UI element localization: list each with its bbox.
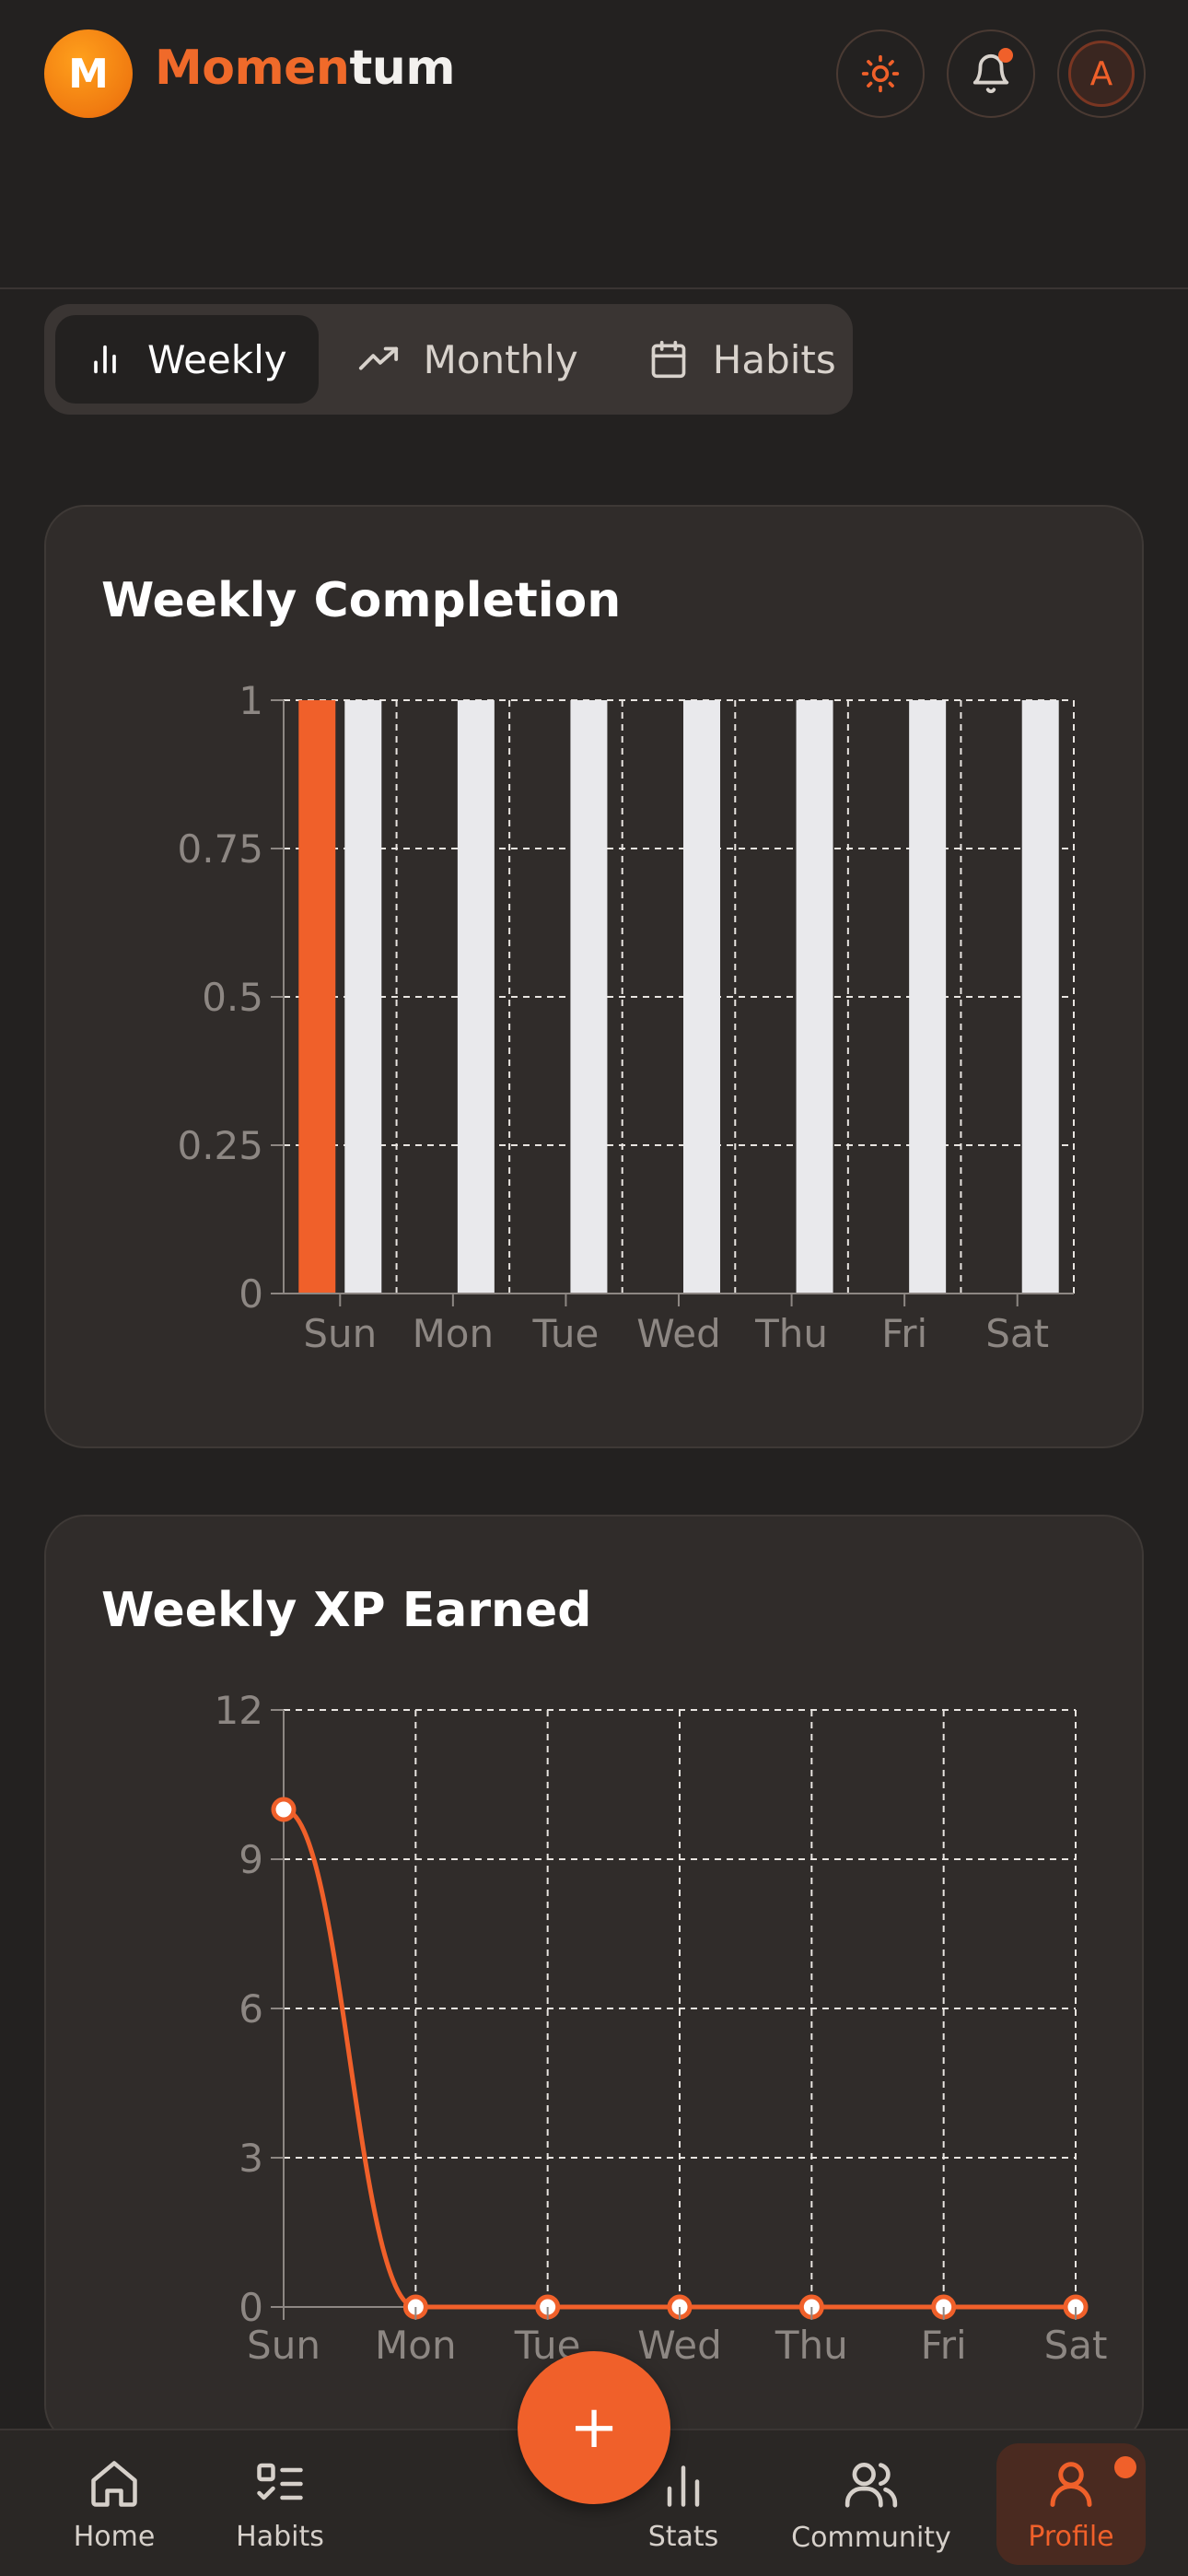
x-tick-label: Sat [1044, 2323, 1108, 2368]
y-tick-label: 12 [215, 1688, 263, 1733]
y-tick-label: 6 [239, 1986, 263, 2032]
y-tick-label: 1 [239, 678, 263, 723]
chart-title: Weekly XP Earned [101, 1583, 592, 1638]
theme-toggle-button[interactable] [836, 29, 925, 118]
xp-line [283, 1807, 1076, 2310]
bar-sat [1021, 700, 1059, 1294]
bar-tue [570, 700, 608, 1294]
profile-notification-dot [1114, 2456, 1136, 2478]
x-tick-label: Sun [303, 1311, 377, 1356]
nav-community-label: Community [791, 2521, 951, 2554]
bar-fri [909, 700, 947, 1294]
home-icon [91, 2460, 137, 2507]
y-tick-label: 0 [239, 2285, 263, 2330]
nav-stats-label: Stats [647, 2520, 719, 2553]
chart-title: Weekly Completion [101, 573, 622, 628]
x-tick-label: Fri [881, 1311, 927, 1356]
sun-icon [861, 54, 900, 93]
view-tabs: Weekly Monthly Habits [44, 304, 853, 415]
y-tick-label: 0.5 [202, 975, 263, 1020]
users-icon [844, 2462, 898, 2508]
logo[interactable]: M [44, 29, 133, 118]
x-tick-label: Tue [532, 1311, 600, 1356]
weekly-completion-chart: 0 0.25 0.5 0.75 1 Sun Mon Tue Wed Thu Fri Sat [177, 678, 1075, 1356]
add-habit-button[interactable]: + [518, 2351, 670, 2504]
habits-list-icon [257, 2463, 303, 2500]
y-tick-label: 3 [239, 2136, 263, 2181]
notification-dot [998, 48, 1013, 63]
user-icon [1050, 2461, 1092, 2507]
nav-habits-label: Habits [236, 2520, 324, 2553]
brand-name-part2: tum [349, 41, 456, 96]
x-tick-label: Sun [247, 2323, 320, 2368]
y-tick-label: 0.25 [177, 1123, 263, 1168]
nav-home-label: Home [73, 2520, 156, 2553]
calendar-icon [651, 340, 686, 379]
brand-name: Momentum [155, 41, 456, 96]
y-tick-label: 9 [239, 1837, 263, 1882]
app-header: M Momentum A [0, 0, 1188, 289]
tab-habits-label: Habits [712, 336, 836, 382]
bar-mon [457, 700, 495, 1294]
bar-thu [796, 700, 833, 1294]
stats-icon [667, 2465, 700, 2507]
tab-monthly-label: Monthly [423, 336, 578, 382]
x-tick-label: Sat [985, 1311, 1049, 1356]
nav-stats[interactable]: Stats [619, 2430, 748, 2576]
tab-monthly[interactable]: Monthly [326, 315, 610, 404]
x-tick-label: Mon [413, 1311, 495, 1356]
brand-name-part1: Momen [155, 41, 350, 96]
x-tick-label: Fri [921, 2323, 967, 2368]
notifications-button[interactable] [947, 29, 1035, 118]
trending-up-icon [358, 346, 398, 370]
tab-habits[interactable]: Habits [617, 315, 868, 404]
bar-wed [683, 700, 720, 1294]
avatar: A [1068, 41, 1135, 107]
x-tick-label: Wed [637, 2323, 722, 2368]
tab-weekly[interactable]: Weekly [55, 315, 319, 404]
x-tick-label: Thu [775, 2323, 848, 2368]
x-tick-label: Mon [375, 2323, 457, 2368]
x-tick-label: Thu [754, 1311, 828, 1356]
nav-home[interactable]: Home [50, 2430, 179, 2576]
avatar-button[interactable]: A [1057, 29, 1146, 118]
y-tick-label: 0.75 [177, 826, 263, 872]
nav-habits[interactable]: Habits [215, 2430, 344, 2576]
tab-weekly-label: Weekly [147, 336, 287, 382]
y-tick-label: 0 [239, 1271, 263, 1317]
data-point-sun [271, 1797, 297, 1822]
bell-icon [973, 54, 1009, 94]
nav-community[interactable]: Community [790, 2430, 952, 2576]
nav-profile-label: Profile [1028, 2520, 1114, 2553]
bar-sun [344, 700, 382, 1294]
weekly-completion-card: Weekly Completion 0 0.25 0.5 0.75 1 Sun Mon Tue… [44, 505, 1144, 1448]
x-tick-label: Wed [636, 1311, 721, 1356]
weekly-xp-card: Weekly XP Earned 0 3 6 9 12 Sun Mon Tue Wed Thu Fr… [44, 1515, 1144, 2445]
bar-chart-icon [94, 345, 116, 374]
nav-profile[interactable]: Profile [996, 2443, 1146, 2565]
bar-sun [298, 700, 336, 1294]
